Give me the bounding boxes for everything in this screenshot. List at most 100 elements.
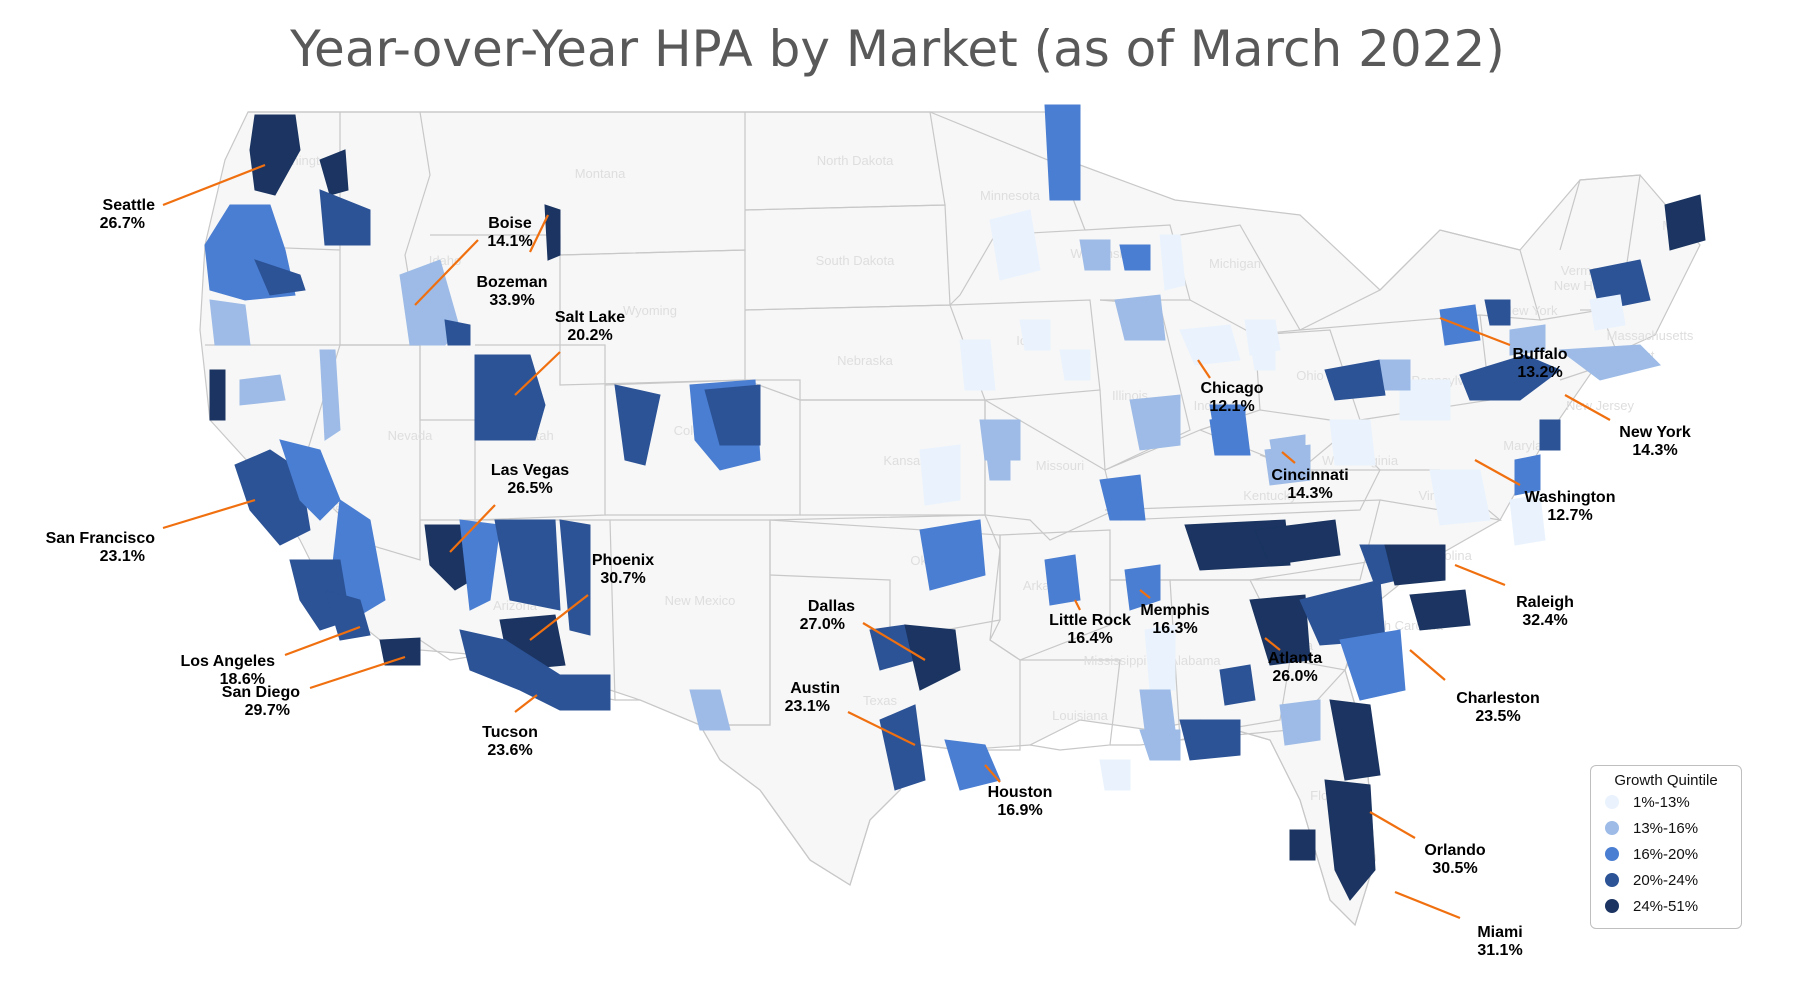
growth-region [1019,319,1051,351]
market-name: San Francisco [46,530,156,547]
growth-region [1459,354,1561,401]
market-name: Charleston [1456,690,1540,707]
growth-region [989,209,1041,281]
market-value: 16.3% [1152,620,1197,637]
growth-region [919,444,961,506]
leader-line [1281,451,1296,464]
market-value: 32.4% [1522,612,1567,629]
growth-region [1179,719,1241,761]
market-value: 33.9% [489,292,534,309]
leader-line [1074,599,1081,611]
leader-line [984,764,1001,783]
state-label: Nebraska [837,353,893,368]
growth-region [1059,349,1091,381]
growth-region [494,519,561,611]
growth-region [1139,689,1176,731]
market-value: 14.1% [487,233,532,250]
growth-region [1219,664,1256,706]
leader-line [449,504,496,553]
growth-region [319,349,341,441]
state-label: New Jersey [1566,398,1634,413]
growth-region [1339,629,1406,701]
growth-region [1044,104,1081,201]
legend-label: 16%-20% [1633,845,1699,863]
growth-region [1099,759,1131,791]
market-value: 16.4% [1067,630,1112,647]
growth-region [209,299,251,346]
market-name: Seattle [103,197,156,214]
market-value: 30.5% [1432,860,1477,877]
state-label: Nevada [388,428,434,443]
growth-region [1664,194,1706,251]
growth-region [279,439,341,521]
legend-swatch [1605,899,1619,913]
market-name: Houston [988,784,1053,801]
market-name: Raleigh [1516,594,1574,611]
state-label: Montana [575,166,626,181]
market-value: 26.0% [1272,668,1317,685]
growth-region [249,114,301,196]
market-name: Tucson [482,724,538,741]
growth-region [1399,379,1451,421]
legend-title: Growth Quintile [1614,772,1718,789]
leader-line [1454,563,1506,587]
leader-line [309,655,406,690]
state-label: Kentucky [1243,488,1297,503]
state-label: Mississippi [1084,653,1147,668]
leader-line [1394,890,1461,920]
market-name: Little Rock [1049,612,1131,629]
growth-region [959,339,996,391]
growth-region [1379,359,1411,391]
market-name: Bozeman [476,274,547,291]
legend-swatch [1605,821,1619,835]
state-label: Minnesota [980,188,1041,203]
growth-region [904,624,961,691]
leader-line [514,351,561,396]
market-name: Los Angeles [180,653,275,670]
growth-region [559,519,591,636]
market-name: Chicago [1200,380,1263,397]
growth-region [1119,244,1151,271]
growth-regions [204,104,1706,901]
legend-item-q1: 1%-13% [1591,789,1741,815]
market-name: San Diego [222,684,300,701]
growth-region [254,259,306,296]
growth-region [984,439,1011,481]
legend-swatch [1605,873,1619,887]
growth-region [704,384,761,446]
leader-line [529,214,549,253]
market-name: Dallas [808,598,855,615]
state-label: New Mexico [665,593,736,608]
market-name: Orlando [1424,842,1486,859]
leader-line [162,163,266,207]
market-value: 26.7% [100,215,145,232]
state-label: Texas [863,693,897,708]
legend-swatch [1605,847,1619,861]
legend-label: 24%-51% [1633,897,1699,915]
legend-label: 13%-16% [1633,819,1699,837]
legend-item-q4: 20%-24% [1591,867,1741,893]
growth-region [879,704,926,791]
market-value: 23.6% [487,742,532,759]
growth-region [1264,444,1311,486]
market-value: 23.5% [1475,708,1520,725]
growth-region [1429,469,1491,526]
growth-region [1254,519,1341,566]
legend-label: 20%-24% [1633,871,1699,889]
market-value: 31.1% [1477,942,1522,959]
growth-region [1114,294,1166,341]
growth-region [1159,234,1186,291]
